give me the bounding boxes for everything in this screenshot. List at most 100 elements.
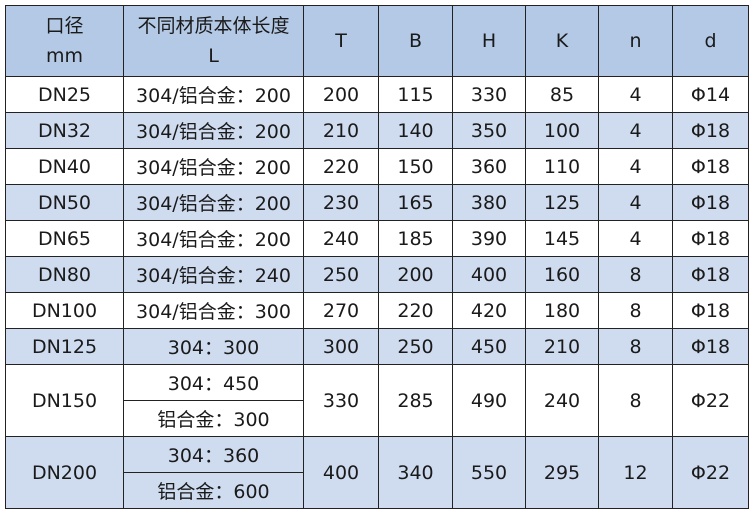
cell-h: 330	[452, 76, 526, 113]
cell-n: 4	[598, 148, 673, 185]
cell-h: 550	[452, 436, 526, 509]
cell-n: 4	[598, 76, 673, 113]
cell-k: 240	[525, 364, 599, 437]
table-subrow: 铝合金：300	[6, 400, 749, 437]
cell-diameter: DN40	[5, 148, 124, 185]
cell-t: 240	[303, 220, 379, 257]
cell-d: Φ18	[672, 292, 749, 329]
header-length: 不同材质本体长度 L	[123, 5, 304, 77]
cell-length: 304/铝合金：200	[123, 148, 304, 185]
cell-h: 400	[452, 256, 526, 293]
cell-d: Φ18	[672, 148, 749, 185]
cell-t: 330	[303, 364, 379, 437]
header-row: 口径 mm 不同材质本体长度 L T B H K n d	[5, 5, 749, 77]
cell-length: 304/铝合金：200	[123, 220, 304, 257]
cell-d: Φ18	[672, 220, 749, 257]
cell-k: 160	[525, 256, 599, 293]
cell-diameter: DN100	[5, 292, 124, 329]
cell-length: 铝合金：300	[123, 400, 304, 437]
cell-h: 490	[452, 364, 526, 437]
cell-h: 360	[452, 148, 526, 185]
cell-k: 180	[525, 292, 599, 329]
cell-k: 85	[525, 76, 599, 113]
cell-t: 230	[303, 184, 379, 221]
header-k: K	[525, 5, 599, 77]
cell-t: 200	[303, 76, 379, 113]
cell-n: 4	[598, 184, 673, 221]
cell-diameter: DN50	[5, 184, 124, 221]
cell-n: 12	[598, 436, 673, 509]
cell-length: 铝合金：600	[123, 472, 304, 509]
cell-diameter: DN150	[5, 364, 124, 437]
cell-k: 110	[525, 148, 599, 185]
cell-d: Φ22	[672, 364, 749, 437]
cell-h: 450	[452, 328, 526, 365]
cell-diameter: DN125	[5, 328, 124, 365]
cell-b: 220	[378, 292, 453, 329]
cell-b: 115	[378, 76, 453, 113]
cell-d: Φ18	[672, 256, 749, 293]
cell-d: Φ18	[672, 112, 749, 149]
cell-k: 100	[525, 112, 599, 149]
table-row: DN150 304：450 330 285 490 240 8 Φ22	[5, 364, 749, 437]
table-subrow: 铝合金：600	[6, 472, 749, 509]
cell-length: 304/铝合金：200	[123, 112, 304, 149]
cell-length: 304：360	[123, 436, 304, 473]
cell-b: 150	[378, 148, 453, 185]
cell-h: 380	[452, 184, 526, 221]
header-t: T	[303, 5, 379, 77]
cell-diameter: DN80	[5, 256, 124, 293]
header-diameter: 口径 mm	[5, 5, 124, 77]
cell-b: 165	[378, 184, 453, 221]
cell-length: 304/铝合金：200	[123, 184, 304, 221]
cell-t: 250	[303, 256, 379, 293]
header-h: H	[452, 5, 526, 77]
cell-diameter: DN65	[5, 220, 124, 257]
cell-n: 8	[598, 256, 673, 293]
cell-diameter: DN25	[5, 76, 124, 113]
table-row: DN80 304/铝合金：240 250 200 400 160 8 Φ18	[5, 256, 749, 293]
cell-t: 270	[303, 292, 379, 329]
cell-h: 350	[452, 112, 526, 149]
table-row: DN50 304/铝合金：200 230 165 380 125 4 Φ18	[5, 184, 749, 221]
cell-t: 300	[303, 328, 379, 365]
cell-t: 210	[303, 112, 379, 149]
cell-length: 304：450	[123, 364, 304, 401]
cell-b: 250	[378, 328, 453, 365]
cell-n: 4	[598, 112, 673, 149]
cell-d: Φ14	[672, 76, 749, 113]
cell-t: 220	[303, 148, 379, 185]
table-row: DN100 304/铝合金：300 270 220 420 180 8 Φ18	[5, 292, 749, 329]
header-n: n	[598, 5, 673, 77]
cell-k: 295	[525, 436, 599, 509]
header-b: B	[378, 5, 453, 77]
table-row: DN200 304：360 400 340 550 295 12 Φ22	[5, 436, 749, 509]
cell-t: 400	[303, 436, 379, 509]
cell-k: 210	[525, 328, 599, 365]
cell-h: 390	[452, 220, 526, 257]
cell-length: 304/铝合金：240	[123, 256, 304, 293]
cell-d: Φ18	[672, 328, 749, 365]
table-row: DN25 304/铝合金：200 200 115 330 85 4 Φ14	[5, 76, 749, 113]
cell-b: 340	[378, 436, 453, 509]
cell-b: 140	[378, 112, 453, 149]
table-row: DN125 304：300 300 250 450 210 8 Φ18	[5, 328, 749, 365]
cell-n: 8	[598, 328, 673, 365]
cell-length: 304/铝合金：200	[123, 76, 304, 113]
cell-d: Φ22	[672, 436, 749, 509]
header-d: d	[672, 5, 749, 77]
spec-table: 口径 mm 不同材质本体长度 L T B H K n d DN25 304/铝合金：2…	[5, 5, 749, 509]
cell-k: 125	[525, 184, 599, 221]
cell-length: 304/铝合金：300	[123, 292, 304, 329]
cell-b: 185	[378, 220, 453, 257]
table-row: DN32 304/铝合金：200 210 140 350 100 4 Φ18	[5, 112, 749, 149]
cell-d: Φ18	[672, 184, 749, 221]
table-row: DN40 304/铝合金：200 220 150 360 110 4 Φ18	[5, 148, 749, 185]
cell-diameter: DN200	[5, 436, 124, 509]
cell-n: 4	[598, 220, 673, 257]
table-row: DN65 304/铝合金：200 240 185 390 145 4 Φ18	[5, 220, 749, 257]
cell-n: 8	[598, 364, 673, 437]
cell-length: 304：300	[123, 328, 304, 365]
cell-n: 8	[598, 292, 673, 329]
cell-h: 420	[452, 292, 526, 329]
